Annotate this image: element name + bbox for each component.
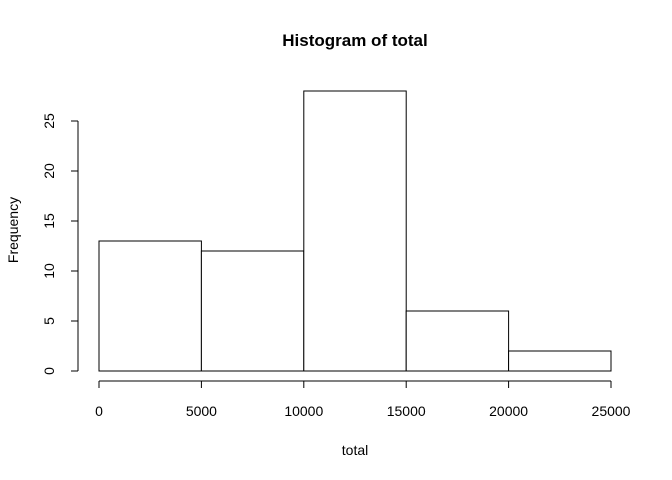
x-axis-title: total [342,442,368,458]
y-tick-label: 15 [41,213,57,229]
x-tick-label: 20000 [489,403,528,419]
y-tick-label: 25 [41,113,57,129]
histogram-bar-3 [303,90,407,372]
x-axis: 0 5000 10000 15000 20000 25000 [95,380,631,419]
y-tick-label: 0 [41,367,57,375]
histogram-bar-2 [200,250,305,372]
y-tick-label: 20 [41,163,57,179]
histogram-bar-1 [98,240,202,372]
x-tick-label: 10000 [284,403,323,419]
y-tick-label: 5 [41,317,57,325]
y-tick-label: 10 [41,263,57,279]
x-tick-label: 25000 [592,403,631,419]
x-tick-label: 15000 [387,403,426,419]
x-tick-label: 0 [95,403,103,419]
histogram-bar-4 [405,310,510,372]
y-axis-title: Frequency [5,197,21,263]
bars-layer [98,90,612,372]
histogram-bar-5 [508,350,612,372]
x-tick-label: 5000 [186,403,217,419]
chart-title: Histogram of total [282,31,427,50]
y-axis: 0 5 10 15 20 25 [41,113,79,375]
